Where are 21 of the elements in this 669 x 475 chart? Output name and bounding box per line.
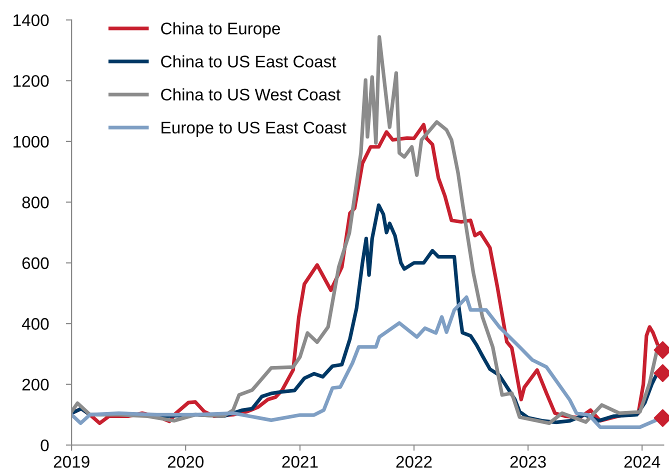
legend-label: China to US West Coast: [161, 88, 340, 101]
x-tick-label: 2019: [54, 456, 90, 468]
x-tick-label: 2022: [396, 456, 432, 468]
y-tick-label: 0: [40, 439, 49, 452]
x-tick-label: 2024: [624, 456, 660, 468]
point: [654, 364, 669, 382]
x-tick-label: 2021: [282, 456, 318, 468]
point: [654, 341, 669, 359]
legend-label: China to US East Coast: [161, 55, 336, 68]
y-tick-label: 1400: [14, 14, 49, 26]
y-tick-label: 800: [22, 196, 49, 208]
point: [654, 409, 669, 427]
legend-label: Europe to US East Coast: [162, 122, 346, 137]
x-tick-label: 2020: [168, 456, 204, 468]
y-tick-label: 1000: [14, 136, 49, 148]
y-tick-label: 600: [22, 257, 49, 270]
x-tick-label: 2023: [510, 456, 546, 468]
y-tick-label: 200: [22, 378, 49, 391]
y-tick-label: 1200: [14, 75, 49, 87]
y-tick-label: 400: [22, 318, 49, 330]
legend-label: China to Europe: [161, 22, 280, 38]
